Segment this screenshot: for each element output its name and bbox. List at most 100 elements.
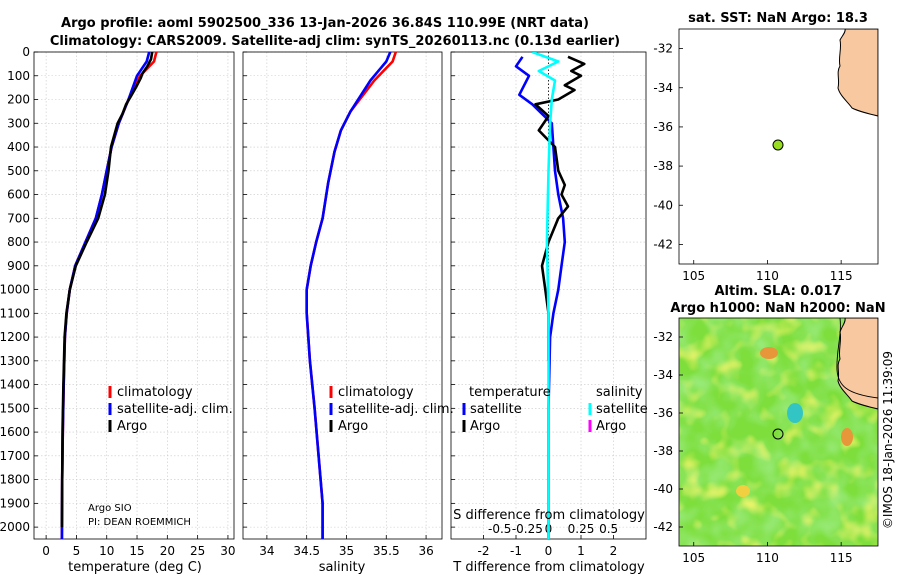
salinity-xlabel: salinity: [319, 560, 366, 575]
s-tick-label: -0.5: [488, 522, 511, 536]
depth-tick-label: 800: [7, 235, 30, 249]
argo-float-marker: [772, 139, 784, 151]
x-tick-label: 0: [42, 544, 50, 558]
x-tick-label: -1: [510, 544, 522, 558]
imos-stamp: ©IMOS 18-Jan-2026 11:39:09: [881, 351, 895, 529]
legend-label-t-satellite: satellite: [470, 402, 522, 417]
difference-toplabel: S difference from climatology: [453, 508, 645, 523]
depth-tick-label: 1500: [0, 401, 30, 415]
map-y-tick-label: -42: [653, 237, 673, 251]
s-tick-label: 0.5: [599, 522, 618, 536]
depth-tick-label: 1600: [0, 425, 30, 439]
depth-tick-label: 200: [7, 93, 30, 107]
series-line-satellite-adj-clim-: [60, 52, 151, 539]
x-tick-label: 35.5: [373, 544, 400, 558]
depth-tick-label: 700: [7, 211, 30, 225]
legend-label-climatology: climatology: [117, 385, 193, 400]
series-line-argo: [60, 52, 154, 528]
x-tick-label: 2: [610, 544, 618, 558]
legend-label-argo: Argo: [117, 419, 147, 434]
map-x-tick-label: 110: [756, 551, 779, 565]
depth-tick-label: 0: [22, 45, 30, 59]
sla-high-anomaly: [736, 485, 750, 497]
depth-tick-label: 2000: [0, 520, 30, 534]
map-y-tick-label: -42: [653, 520, 673, 534]
map-x-tick-label: 115: [830, 269, 853, 283]
legend-label-s-argo: Argo: [596, 419, 626, 434]
series-line-satellite-adj-clim-: [305, 52, 392, 539]
depth-tick-label: 1300: [0, 354, 30, 368]
sla-map-title-line2: Argo h1000: NaN h2000: NaN: [670, 301, 885, 316]
credit-line2: PI: DEAN ROEMMICH: [88, 517, 191, 528]
map-y-tick-label: -32: [653, 42, 673, 56]
legend-label-t-argo: Argo: [470, 419, 500, 434]
map-y-tick-label: -32: [653, 330, 673, 344]
salinity-legend: climatology satellite-adj. clim. Argo: [329, 385, 454, 434]
sla-high-anomaly: [841, 428, 853, 446]
x-tick-label: 25: [190, 544, 205, 558]
sla-high-anomaly: [760, 347, 778, 359]
salinity-panel: 34 34.5 35 35.5 36: [242, 51, 443, 558]
depth-tick-label: 100: [7, 69, 30, 83]
sla-map-frame: [678, 317, 879, 547]
x-tick-label: 5: [73, 544, 81, 558]
map-y-tick-label: -36: [653, 120, 673, 134]
series-group: [514, 52, 586, 539]
series-group: [60, 52, 158, 539]
s-tick-label: 0.25: [568, 522, 595, 536]
depth-tick-label: 1200: [0, 330, 30, 344]
depth-tick-label: 1700: [0, 449, 30, 463]
map-y-tick-label: -38: [653, 159, 673, 173]
sst-map-title: sat. SST: NaN Argo: 18.3: [688, 11, 868, 26]
difference-legend: temperature salinity satellite Argo sate…: [462, 385, 648, 434]
depth-tick-label: 900: [7, 259, 30, 273]
legend-header-salinity: salinity: [596, 385, 643, 400]
x-tick-label: 36: [418, 544, 433, 558]
legend-label-argo: Argo: [338, 419, 368, 434]
x-tick-label: 15: [129, 544, 144, 558]
depth-tick-label: 1400: [0, 378, 30, 392]
depth-tick-label: 300: [7, 116, 30, 130]
temperature-xlabel: temperature (deg C): [68, 560, 202, 575]
land-australia: [837, 29, 878, 117]
depth-axis: 0 100 200 300 400 500 600 700 800 900 1000 1100 1200…: [0, 45, 30, 534]
series-line-t-satellite: [514, 56, 567, 539]
sla-low-anomaly: [787, 403, 803, 423]
difference-panel: -2 -1 0 1 2-0.5 -0.25 0 0.25 0.5: [450, 51, 647, 558]
map-y-tick-label: -38: [653, 444, 673, 458]
x-tick-label: 1: [577, 544, 585, 558]
map-y-tick-label: -36: [653, 406, 673, 420]
legend-header-temperature: temperature: [469, 385, 551, 400]
depth-tick-label: 600: [7, 188, 30, 202]
depth-tick-label: 400: [7, 140, 30, 154]
series-line-t-argo: [534, 55, 586, 361]
map-y-tick-label: -40: [653, 198, 673, 212]
series-line-climatology: [60, 52, 158, 539]
series-group: [305, 52, 398, 539]
legend-label-s-satellite: satellite: [596, 402, 648, 417]
figure-title-line2: Climatology: CARS2009. Satellite-adj cli…: [50, 34, 620, 49]
plot-frame: [242, 51, 443, 540]
s-tick-label: -0.25: [512, 522, 543, 536]
contour-line: [836, 318, 878, 399]
sla-map-title-line1: Altim. SLA: 0.017: [715, 284, 842, 299]
legend-label-climatology: climatology: [338, 385, 414, 400]
legend-label-satellite: satellite-adj. clim.: [338, 402, 454, 417]
map-y-tick-label: -34: [653, 368, 673, 382]
temperature-legend: climatology satellite-adj. clim. Argo: [108, 385, 233, 434]
credit-line1: Argo SIO: [88, 503, 132, 514]
map-y-tick-label: -40: [653, 482, 673, 496]
depth-tick-label: 1800: [0, 473, 30, 487]
map-x-tick-label: 115: [830, 551, 853, 565]
difference-xlabel: T difference from climatology: [452, 560, 645, 575]
plot-frame: [33, 51, 235, 540]
depth-tick-label: 1000: [0, 283, 30, 297]
x-tick-label: 30: [220, 544, 235, 558]
legend-label-satellite: satellite-adj. clim.: [117, 402, 233, 417]
sst-map-axes: 105 110 115 -32 -34 -36 -38 -40 -42: [653, 42, 852, 283]
sst-map: sat. SST: NaN Argo: 18.3 105 110 115 -32 -34…: [653, 11, 879, 283]
map-x-tick-label: 105: [682, 269, 705, 283]
temperature-panel: 0 5 10 15 20 25 30: [33, 51, 236, 558]
x-tick-label: 35: [339, 544, 354, 558]
